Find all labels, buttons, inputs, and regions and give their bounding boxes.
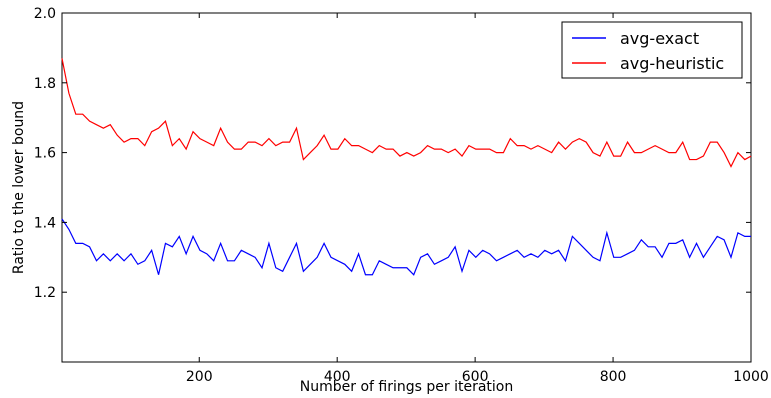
y-tick-label: 1.4: [34, 215, 56, 231]
y-tick-label: 1.2: [34, 285, 56, 301]
series-line-avg-exact: [61, 218, 751, 276]
x-tick-label: 600: [462, 369, 489, 385]
x-tick-label: 200: [186, 369, 213, 385]
y-tick-label: 1.8: [34, 76, 56, 92]
series-line-avg-heuristic: [61, 58, 752, 168]
legend-label-avg-heuristic: avg-heuristic: [620, 54, 724, 73]
legend-box: [561, 21, 743, 79]
y-tick-label: 2.0: [34, 6, 56, 22]
legend: avg-exact avg-heuristic: [561, 21, 743, 79]
y-axis-label: Ratio to the lower bound: [11, 101, 27, 274]
y-tick-label: 1.6: [34, 146, 56, 162]
x-axis-label: Number of firings per iteration: [300, 379, 513, 395]
x-tick-label: 800: [600, 369, 627, 385]
x-tick-label: 400: [324, 369, 351, 385]
legend-label-avg-exact: avg-exact: [620, 29, 699, 48]
x-tick-label: 1000: [733, 369, 769, 385]
